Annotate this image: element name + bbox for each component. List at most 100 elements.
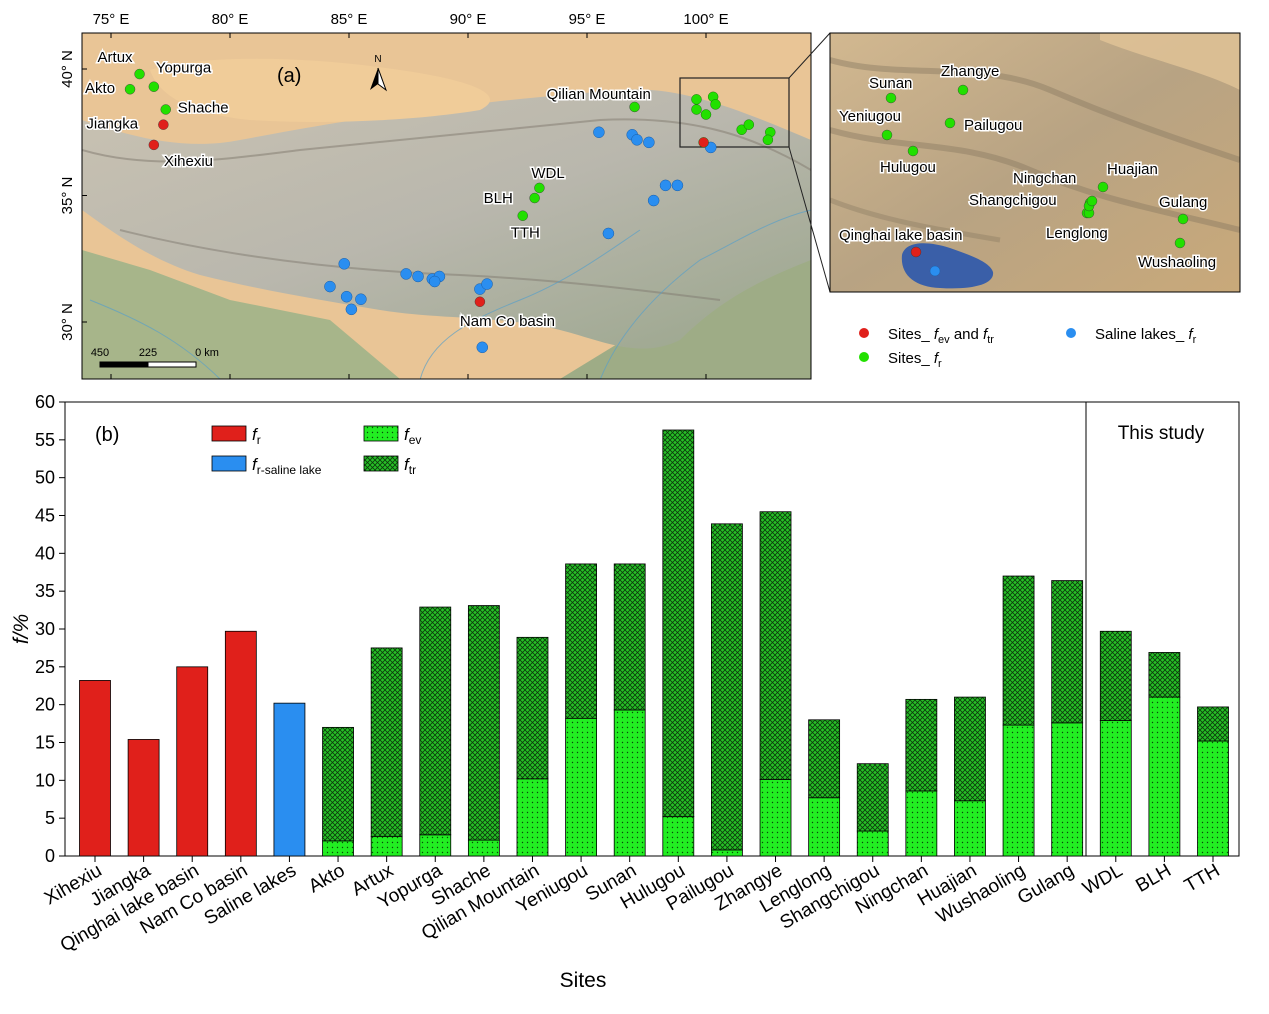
y-tick-label: 0 <box>45 846 55 866</box>
inset-site-marker <box>907 145 919 157</box>
bar-fr-saline <box>273 702 306 857</box>
bar-ftr <box>711 523 743 851</box>
bar-ftr <box>1099 630 1132 721</box>
site-marker <box>629 101 640 113</box>
bar-ftr <box>1002 575 1035 726</box>
bar-fr <box>79 680 111 857</box>
inset-site-label: Shangchigou <box>969 192 1057 209</box>
panel-b-label: (b) <box>95 424 119 446</box>
saline-lake-marker <box>340 290 353 303</box>
panel-a-label: (a) <box>277 65 301 87</box>
inset-site-label: Ningchan <box>1013 170 1076 187</box>
lon-tick-label: 90° E <box>450 11 487 28</box>
site-label: Shache <box>178 99 229 116</box>
bar-fev <box>1148 696 1181 857</box>
map-legend: Sites_ fev and ftr Sites_ fr Saline lake… <box>859 326 1197 370</box>
inset-site-marker <box>1177 213 1189 225</box>
site-marker <box>160 104 171 115</box>
longitude-ticks: 75° E 80° E 85° E 90° E 95° E 100° E <box>93 11 729 379</box>
y-tick-label: 45 <box>35 506 55 526</box>
site-marker <box>158 119 169 130</box>
legend-red-marker <box>859 328 869 338</box>
bar-fev <box>370 835 403 857</box>
lon-tick-label: 100° E <box>683 11 728 28</box>
legend-blue-marker <box>1066 328 1076 338</box>
inset-site-marker <box>885 92 897 104</box>
bar-fev <box>1099 720 1132 857</box>
x-tick-label: TTH <box>1181 860 1223 897</box>
bar-ftr <box>322 726 354 842</box>
site-marker <box>517 210 528 221</box>
bar-fev <box>662 816 695 857</box>
ridge-line <box>830 57 1240 163</box>
desert-region <box>1100 33 1240 90</box>
bar-fev <box>322 840 354 857</box>
y-axis-title: f/% <box>10 614 33 644</box>
ridge-line <box>119 229 721 301</box>
saline-lake-marker <box>631 134 643 146</box>
lat-tick-label: 30° N <box>59 303 76 341</box>
saline-lake-marker <box>602 227 615 240</box>
site-label: Yopurga <box>156 60 212 77</box>
inset-lake-marker <box>929 265 941 277</box>
site-markers: Artux Yopurga Akto Shache Jiangka Xihexiu Qili… <box>84 48 776 331</box>
y-tick-label: 25 <box>35 657 55 677</box>
x-tick-label: BLH <box>1132 860 1175 897</box>
bar-ftr <box>516 636 549 780</box>
site-label: WDL <box>531 165 564 182</box>
inset-map: Sunan Zhangye Yeniugou Pailugou Hulugou Ningc… <box>829 32 1241 293</box>
bar-ftr <box>613 563 646 711</box>
bar-fev <box>1197 740 1229 857</box>
site-label: Qilian Mountain <box>547 86 651 103</box>
saline-lake-marker <box>355 293 367 305</box>
site-marker <box>698 137 709 148</box>
inset-site-marker <box>1086 195 1098 207</box>
bar-ftr <box>1197 706 1229 742</box>
legend-swatch-fev <box>363 425 399 442</box>
x-axis-title: Sites <box>560 969 607 992</box>
bar-fev <box>711 849 743 857</box>
saline-lake-marker <box>345 303 358 316</box>
site-marker <box>743 119 755 130</box>
bar-fev <box>467 839 500 857</box>
inset-site-label: Qinghai lake basin <box>839 227 962 244</box>
saline-lake-marker <box>400 268 412 280</box>
site-label: TTH <box>511 225 540 242</box>
bar-fev <box>856 830 889 857</box>
site-label: BLH <box>484 190 513 207</box>
y-tick-label: 60 <box>35 392 55 412</box>
inset-site-label: Hulugou <box>880 159 936 176</box>
y-tick-label: 30 <box>35 619 55 639</box>
ridge-line <box>82 118 811 171</box>
x-tick-label: Gulang <box>1014 860 1078 909</box>
site-marker <box>529 192 540 204</box>
y-axis: 0 5 10 15 20 25 30 35 40 45 50 55 60 <box>35 392 65 866</box>
legend-blue-text: Saline lakes_ fr <box>1095 326 1197 346</box>
bar-ftr <box>759 511 792 780</box>
saline-lake-marker <box>593 126 605 138</box>
site-label: Nam Co basin <box>460 313 555 330</box>
bar-ftr <box>370 647 403 837</box>
site-marker <box>124 84 136 95</box>
site-label: Jiangka <box>86 116 138 133</box>
bar-fr <box>176 666 209 857</box>
bar-ftr <box>1148 652 1181 698</box>
saline-lake-marker <box>671 179 684 192</box>
scale-label: 0 km <box>195 347 219 359</box>
bar-ftr <box>905 698 938 792</box>
inset-connector <box>788 146 831 293</box>
lat-tick-label: 40° N <box>59 50 76 88</box>
bar-legend: fr fr-saline lake fev ftr <box>211 425 421 477</box>
map-panel: 75° E 80° E 85° E 90° E 95° E 100° E 40° N 35°… <box>59 11 831 380</box>
inset-site-label: Zhangye <box>941 63 999 80</box>
inset-site-label: Wushaoling <box>1138 254 1216 271</box>
plot-frame <box>64 401 1240 857</box>
inset-frame <box>829 32 1241 293</box>
bar-ftr <box>565 563 597 719</box>
lon-tick-label: 75° E <box>93 11 130 28</box>
inset-site-marker <box>1097 181 1109 193</box>
saline-lake-marker <box>338 258 350 270</box>
legend-swatch-fr-saline <box>211 455 247 472</box>
inset-background <box>830 33 1240 292</box>
